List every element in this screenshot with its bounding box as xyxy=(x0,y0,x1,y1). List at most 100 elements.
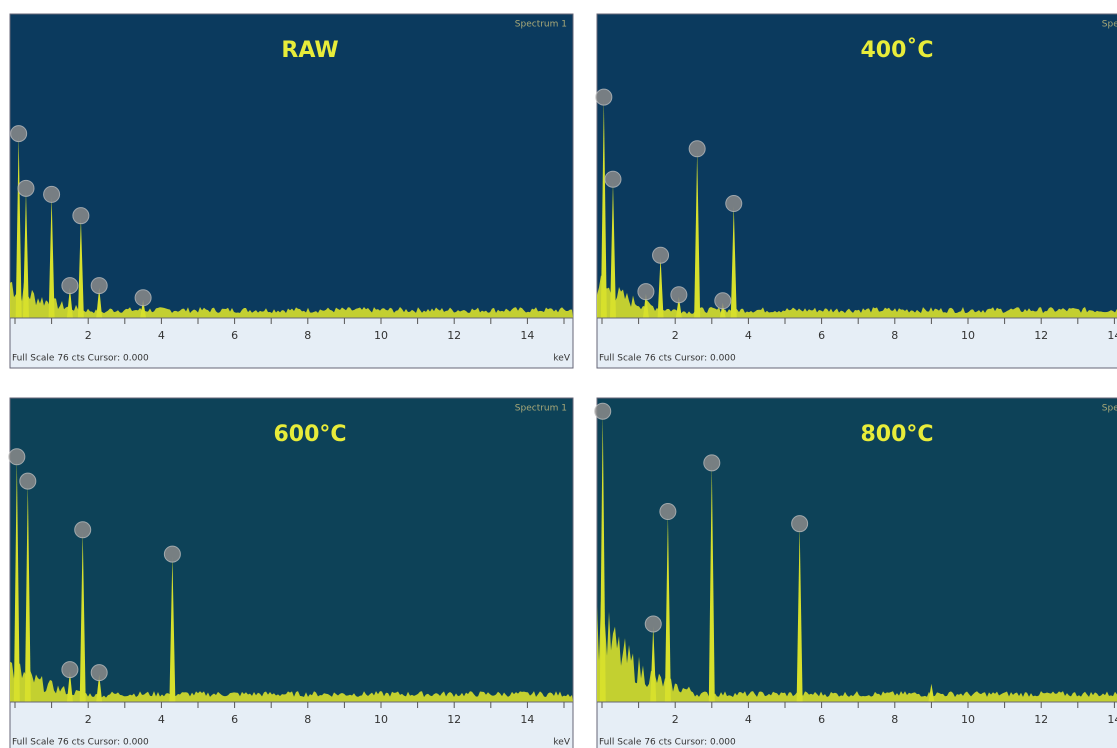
x-tick-label: 12 xyxy=(1034,329,1048,342)
x-tick-label: 6 xyxy=(231,713,238,726)
element-marker xyxy=(714,292,732,310)
spectrum-peak xyxy=(719,302,726,318)
spectrum-peak xyxy=(675,296,682,318)
spectrum-peak xyxy=(13,458,20,702)
plot-area xyxy=(9,13,574,319)
x-tick-label: 6 xyxy=(818,329,825,342)
x-tick-label: 8 xyxy=(304,713,311,726)
scale-label: Full Scale 76 cts Cursor: 0.000 xyxy=(12,738,149,748)
spectrum-peak xyxy=(169,556,176,702)
spectrum-panel: 800°C Spectrum 1 2 4 6 8 10 12 14 Full Scale 76 c… xyxy=(594,397,1117,748)
element-marker xyxy=(134,289,152,307)
spectrum-peak xyxy=(96,287,103,318)
spectrum-panel: RAW Spectrum 1 2 4 6 8 10 12 14 Full Scale 76 cts… xyxy=(9,13,574,369)
element-marker xyxy=(19,472,37,490)
spectrum-peak xyxy=(140,299,147,318)
scale-label: Full Scale 76 cts Cursor: 0.000 xyxy=(12,354,149,364)
spectrum-panel: 400˚C Spectrum 1 2 4 6 8 10 12 14 Full Scale 76 c… xyxy=(595,13,1117,369)
spectrum-label: Spectrum 1 xyxy=(515,20,567,30)
element-marker xyxy=(595,88,613,106)
spectrum-continuum xyxy=(10,281,573,318)
element-marker xyxy=(90,277,108,295)
spectrum-peak xyxy=(650,626,657,702)
axis-strip xyxy=(9,317,574,369)
x-tick-label: 4 xyxy=(158,329,165,342)
x-tick-label: 6 xyxy=(818,713,825,726)
spectrum-peak xyxy=(96,674,103,702)
spectrum-peak xyxy=(642,293,649,318)
element-marker xyxy=(637,283,655,301)
spectrum-peak xyxy=(694,150,701,318)
element-marker xyxy=(61,277,79,295)
spectrum-peak xyxy=(15,135,22,318)
x-tick-label: 10 xyxy=(961,329,975,342)
element-marker xyxy=(163,545,181,563)
x-tick-label: 6 xyxy=(231,329,238,342)
x-tick-label: 2 xyxy=(85,329,92,342)
x-tick-label: 2 xyxy=(85,713,92,726)
spectrum-label: Spectrum 1 xyxy=(1102,404,1117,414)
spectrum-continuum xyxy=(597,275,1117,318)
panel-title: RAW xyxy=(281,38,338,63)
element-marker xyxy=(688,140,706,158)
spectrum-label: Spectrum 1 xyxy=(1102,20,1117,30)
x-tick-label: 12 xyxy=(447,713,461,726)
x-tick-label: 2 xyxy=(672,713,679,726)
element-marker xyxy=(725,195,743,213)
x-tick-label: 10 xyxy=(374,329,388,342)
scale-label: Full Scale 76 cts Cursor: 0.000 xyxy=(599,354,736,364)
axis-strip xyxy=(596,317,1117,369)
plot-area xyxy=(596,13,1117,319)
spectrum-peak xyxy=(48,196,55,318)
x-tick-label: 12 xyxy=(1034,713,1048,726)
x-tick-label: 8 xyxy=(304,329,311,342)
element-marker xyxy=(90,664,108,682)
x-tick-label: 14 xyxy=(520,329,534,342)
x-tick-label: 8 xyxy=(891,329,898,342)
panel-title: 600°C xyxy=(273,422,346,447)
spectrum-peak xyxy=(22,190,29,318)
x-tick-label: 10 xyxy=(961,713,975,726)
element-marker xyxy=(10,125,28,143)
axis-strip xyxy=(596,701,1117,748)
element-marker xyxy=(594,402,612,420)
element-marker xyxy=(74,521,92,539)
spectrum-panel: 600°C Spectrum 1 2 4 6 8 10 12 14 Full Scale 76 c… xyxy=(8,397,574,748)
x-tick-label: 14 xyxy=(1107,329,1117,342)
spectrum-peak xyxy=(599,413,606,702)
spectrum-peak xyxy=(657,257,664,318)
plot-area xyxy=(596,397,1117,703)
scale-label: Full Scale 76 cts Cursor: 0.000 xyxy=(599,738,736,748)
element-marker xyxy=(791,515,809,533)
element-marker xyxy=(670,286,688,304)
spectrum-peak xyxy=(79,531,86,702)
element-marker xyxy=(659,503,677,521)
spectrum-continuum xyxy=(10,661,573,702)
spectrum-label: Spectrum 1 xyxy=(515,404,567,414)
x-tick-label: 10 xyxy=(374,713,388,726)
spectrum-peak xyxy=(66,287,73,318)
panel-title: 800°C xyxy=(860,422,933,447)
element-marker xyxy=(703,454,721,472)
spectrum-peak xyxy=(928,683,935,702)
spectrum-continuum xyxy=(597,600,1117,702)
spectrum-peak xyxy=(796,525,803,702)
unit-label: keV xyxy=(553,354,570,364)
x-tick-label: 4 xyxy=(745,329,752,342)
spectrum-peak xyxy=(708,464,715,702)
x-tick-label: 14 xyxy=(520,713,534,726)
element-marker xyxy=(652,246,670,264)
spectrum-peak xyxy=(77,217,84,318)
spectrum-peak xyxy=(609,181,616,318)
element-marker xyxy=(72,207,90,225)
x-tick-label: 8 xyxy=(891,713,898,726)
axis-strip xyxy=(9,701,574,748)
element-marker xyxy=(644,615,662,633)
element-marker xyxy=(8,448,26,466)
x-tick-label: 12 xyxy=(447,329,461,342)
spectrum-peak xyxy=(66,671,73,702)
spectrum-peak xyxy=(730,205,737,318)
x-tick-label: 4 xyxy=(158,713,165,726)
spectrum-peak xyxy=(600,99,607,319)
